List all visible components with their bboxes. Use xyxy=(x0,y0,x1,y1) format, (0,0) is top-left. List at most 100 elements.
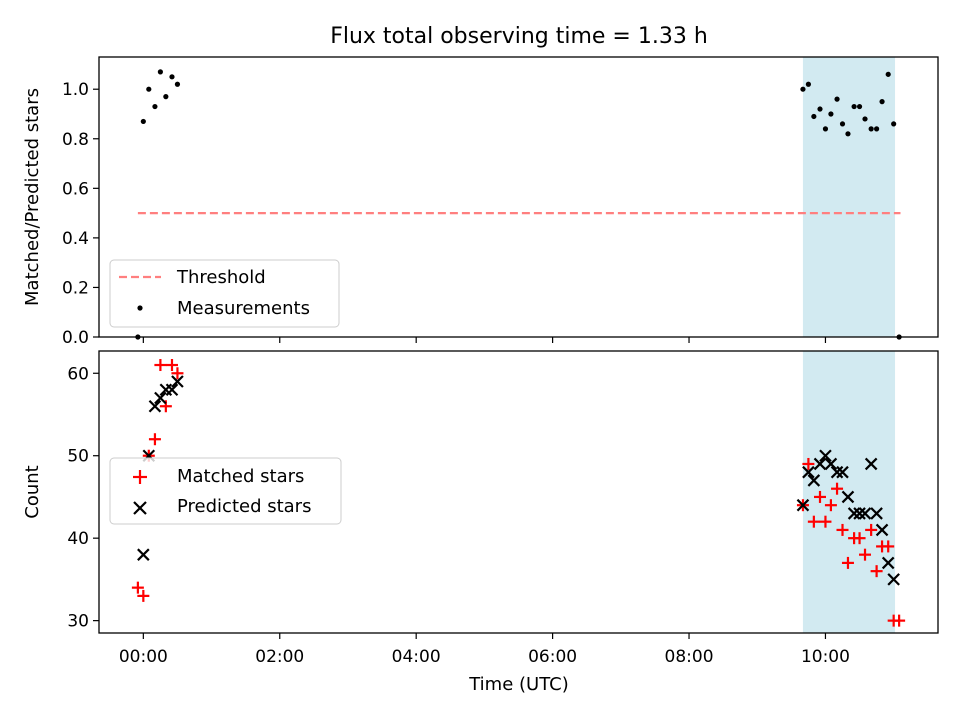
y-tick-label: 1.0 xyxy=(62,80,89,100)
observing-window-shade xyxy=(802,351,896,633)
figure-title: Flux total observing time = 1.33 h xyxy=(330,24,708,49)
measurement-point xyxy=(856,103,863,110)
measurement-point xyxy=(868,126,874,132)
predicted-x-b xyxy=(836,465,849,479)
measurement-points xyxy=(135,69,902,340)
measurement-point xyxy=(817,106,823,112)
predicted-x-b xyxy=(165,383,179,397)
predicted-star-point xyxy=(836,465,849,479)
predicted-x-b xyxy=(881,556,895,570)
y-tick-label: 0.2 xyxy=(62,278,89,298)
measurement-point xyxy=(805,81,811,87)
x-tick-label: 00:00 xyxy=(119,647,168,667)
predicted-x-b xyxy=(171,375,184,388)
matched-star-point xyxy=(831,482,844,495)
legend-matched-label: Matched stars xyxy=(177,466,304,487)
matched-star-point xyxy=(836,523,849,536)
y-tick-label: 0.4 xyxy=(62,229,89,249)
predicted-x-b xyxy=(875,523,889,537)
legend-measurements-swatch xyxy=(137,305,143,311)
count-legend: Matched stars Predicted stars xyxy=(109,457,342,525)
predicted-star-point xyxy=(802,465,815,479)
predicted-star-point xyxy=(858,507,872,520)
matched-star-point xyxy=(154,359,167,372)
matched-star-point xyxy=(148,433,161,446)
matched-star-point xyxy=(165,359,178,372)
ratio-panel: 0.0 0.2 0.4 0.6 0.8 1.0 Matched/Predicted sta… xyxy=(22,56,939,348)
predicted-x-b xyxy=(830,465,844,479)
measurement-point xyxy=(851,103,857,110)
matched-star-point xyxy=(824,499,837,512)
x-tick-label: 06:00 xyxy=(528,647,577,667)
matched-star-point xyxy=(807,515,820,528)
predicted-x-b xyxy=(819,449,832,462)
legend-matched-swatch xyxy=(133,470,147,484)
ratio-x-ticks xyxy=(142,337,827,343)
predicted-x-b xyxy=(813,457,827,471)
y-tick-label: 40 xyxy=(67,529,89,549)
legend-threshold-label: Threshold xyxy=(176,267,266,288)
measurement-point xyxy=(839,121,846,127)
observing-window-shade xyxy=(802,57,896,337)
count-y-axis-label: Count xyxy=(22,465,43,518)
matched-star-point xyxy=(819,515,832,528)
predicted-x-b xyxy=(796,498,810,512)
matched-star-point xyxy=(882,540,895,553)
measurement-point xyxy=(800,86,806,92)
matched-star-point xyxy=(865,523,878,536)
predicted-star-point xyxy=(830,465,844,479)
predicted-star-point xyxy=(887,573,900,586)
predicted-star-point xyxy=(853,507,866,520)
predicted-star-point xyxy=(148,399,162,413)
measurement-point xyxy=(828,111,834,117)
x-tick-label: 02:00 xyxy=(255,647,304,667)
matched-star-point xyxy=(171,367,184,380)
y-tick-label: 0.6 xyxy=(62,179,89,199)
y-tick-label: 0.0 xyxy=(62,328,89,348)
predicted-star-point xyxy=(137,548,150,561)
predicted-star-point xyxy=(154,391,167,405)
predicted-x-b xyxy=(824,457,838,471)
matched-star-point xyxy=(131,581,144,594)
predicted-x-b xyxy=(887,573,900,586)
measurement-point xyxy=(157,69,163,75)
predicted-star-point xyxy=(870,507,883,520)
x-tick-label: 04:00 xyxy=(392,647,441,667)
measurement-point xyxy=(163,94,169,100)
measurement-point xyxy=(811,113,817,120)
count-legend-box xyxy=(109,457,342,525)
y-tick-label: 60 xyxy=(67,364,89,384)
legend-predicted-label: Predicted stars xyxy=(177,496,311,517)
predicted-x-b xyxy=(802,465,815,479)
x-tick-label: 10:00 xyxy=(801,647,850,667)
matched-star-point xyxy=(870,565,883,578)
matched-star-point xyxy=(802,457,815,470)
predicted-star-point xyxy=(847,507,861,520)
matched-star-point xyxy=(853,532,866,545)
predicted-star-point xyxy=(807,474,821,487)
matched-star-point xyxy=(841,556,854,569)
predicted-x-b xyxy=(853,507,866,520)
x-tick-label: 08:00 xyxy=(665,647,714,667)
measurement-point xyxy=(885,71,891,77)
predicted-star-point xyxy=(875,523,889,537)
predicted-x-b xyxy=(847,507,861,520)
ratio-legend: Threshold Measurements xyxy=(109,259,340,328)
legend-predicted-swatch xyxy=(133,501,147,515)
predicted-x-b xyxy=(841,490,855,504)
predicted-star-point xyxy=(864,457,878,471)
predicted-x-b xyxy=(154,391,167,405)
predicted-star-point xyxy=(171,375,184,388)
predicted-star-point xyxy=(165,383,179,397)
matched-star-point xyxy=(813,490,826,503)
predicted-star-point xyxy=(796,498,810,512)
count-points xyxy=(131,359,906,627)
predicted-x-b xyxy=(148,399,162,413)
measurement-point xyxy=(152,103,158,110)
matched-star-point xyxy=(137,589,150,602)
ratio-y-ticks: 0.0 0.2 0.4 0.6 0.8 1.0 xyxy=(62,80,99,348)
predicted-x-b xyxy=(137,548,150,561)
ratio-y-axis-label: Matched/Predicted stars xyxy=(22,88,43,306)
predicted-x-b xyxy=(870,507,883,520)
